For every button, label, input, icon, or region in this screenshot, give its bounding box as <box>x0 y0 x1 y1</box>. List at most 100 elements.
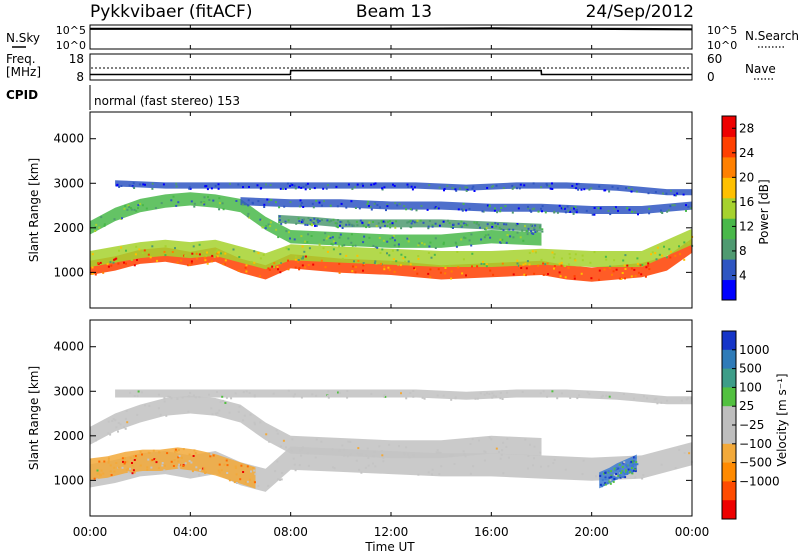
power-pixel <box>130 207 132 210</box>
power-pixel <box>345 206 348 209</box>
power-pixel <box>496 211 499 214</box>
velocity-pixel <box>151 459 154 461</box>
power-pixel <box>354 266 357 268</box>
velocity-colorbar-cell <box>722 481 736 501</box>
power-pixel <box>667 209 670 212</box>
velocity-pixel <box>172 465 175 467</box>
power-pixel <box>428 245 431 248</box>
power-pixel <box>190 262 193 265</box>
power-pixel <box>540 186 543 189</box>
power-pixel <box>94 226 97 229</box>
velocity-ylabel: Slant Range [km] <box>27 366 41 470</box>
power-pixel <box>548 185 551 188</box>
power-pixel <box>528 263 531 266</box>
power-pixel <box>648 207 651 210</box>
power-pixel <box>500 228 503 230</box>
velocity-pixel <box>157 393 160 396</box>
velocity-pixel <box>178 463 181 466</box>
velocity-pixel <box>483 450 486 453</box>
power-pixel <box>410 185 413 188</box>
power-pixel <box>621 272 624 274</box>
power-pixel <box>110 264 113 267</box>
power-pixel <box>177 201 180 204</box>
velocity-pixel <box>357 447 360 450</box>
velocity-pixel <box>95 439 98 442</box>
power-pixel <box>326 219 329 222</box>
power-colorbar-cell <box>722 259 736 281</box>
velocity-pixel <box>631 467 633 469</box>
velocity-pixel <box>157 407 160 410</box>
power-pixel <box>573 207 575 210</box>
power-pixel <box>204 185 207 188</box>
power-pixel <box>163 250 166 253</box>
power-ytick-label: 3000 <box>53 176 84 190</box>
velocity-pixel <box>495 447 498 450</box>
power-pixel <box>593 251 596 254</box>
power-pixel <box>207 196 209 198</box>
velocity-pixel <box>442 394 445 397</box>
power-pixel <box>434 206 437 209</box>
power-pixel <box>575 211 578 214</box>
velocity-pixel <box>366 447 369 450</box>
power-pixel <box>541 230 544 233</box>
velocity-pixel <box>607 471 610 474</box>
power-pixel <box>269 221 272 224</box>
power-pixel <box>367 200 370 203</box>
power-pixel <box>460 238 463 241</box>
velocity-pixel <box>253 423 256 426</box>
power-pixel <box>533 207 536 210</box>
power-pixel <box>473 190 476 192</box>
velocity-pixel <box>238 405 241 408</box>
power-pixel <box>406 221 409 224</box>
power-pixel <box>455 245 458 248</box>
power-pixel <box>444 272 447 275</box>
power-pixel <box>352 265 354 268</box>
velocity-pixel <box>103 460 106 463</box>
power-pixel <box>309 223 312 226</box>
power-pixel <box>590 277 593 280</box>
power-pixel <box>636 262 639 265</box>
power-pixel <box>259 187 262 190</box>
power-pixel <box>540 207 542 210</box>
power-pixel <box>203 203 206 206</box>
velocity-pixel <box>176 397 179 400</box>
power-pixel <box>280 222 283 225</box>
velocity-pixel <box>246 480 249 483</box>
power-pixel <box>603 268 606 271</box>
power-pixel <box>135 245 138 248</box>
velocity-pixel <box>127 467 130 470</box>
power-colorbar: 4 8 12 16 20 24 28 <box>721 115 754 301</box>
velocity-pixel <box>630 465 633 468</box>
power-pixel <box>307 217 310 219</box>
power-pixel <box>498 226 501 229</box>
power-pixel <box>224 252 227 255</box>
power-pixel <box>113 258 116 261</box>
velocity-colorbar-tick-label: 1000 <box>739 343 770 357</box>
power-pixel <box>452 227 454 229</box>
power-pixel <box>409 263 412 266</box>
power-pixel <box>622 259 625 262</box>
power-pixel <box>604 255 607 258</box>
velocity-pixel <box>552 462 555 465</box>
power-pixel <box>113 218 116 221</box>
power-pixel <box>253 261 256 264</box>
power-pixel <box>309 188 311 190</box>
power-pixel <box>438 224 441 227</box>
velocity-pixel <box>501 449 504 452</box>
velocity-pixel <box>609 479 612 482</box>
power-pixel <box>489 269 492 272</box>
velocity-pixel <box>412 454 415 457</box>
power-pixel <box>128 206 131 209</box>
velocity-pixel <box>556 397 559 400</box>
power-pixel <box>164 245 167 248</box>
velocity-pixel <box>608 395 611 398</box>
velocity-pixel <box>228 479 231 482</box>
power-pixel <box>183 254 185 257</box>
power-pixel <box>532 233 535 235</box>
velocity-pixel <box>367 464 370 467</box>
velocity-pixel <box>126 460 129 463</box>
power-pixel <box>539 225 542 228</box>
noise-left-tick-bottom: 10^0 <box>56 39 86 52</box>
power-pixel <box>516 231 519 234</box>
power-pixel <box>524 274 527 277</box>
